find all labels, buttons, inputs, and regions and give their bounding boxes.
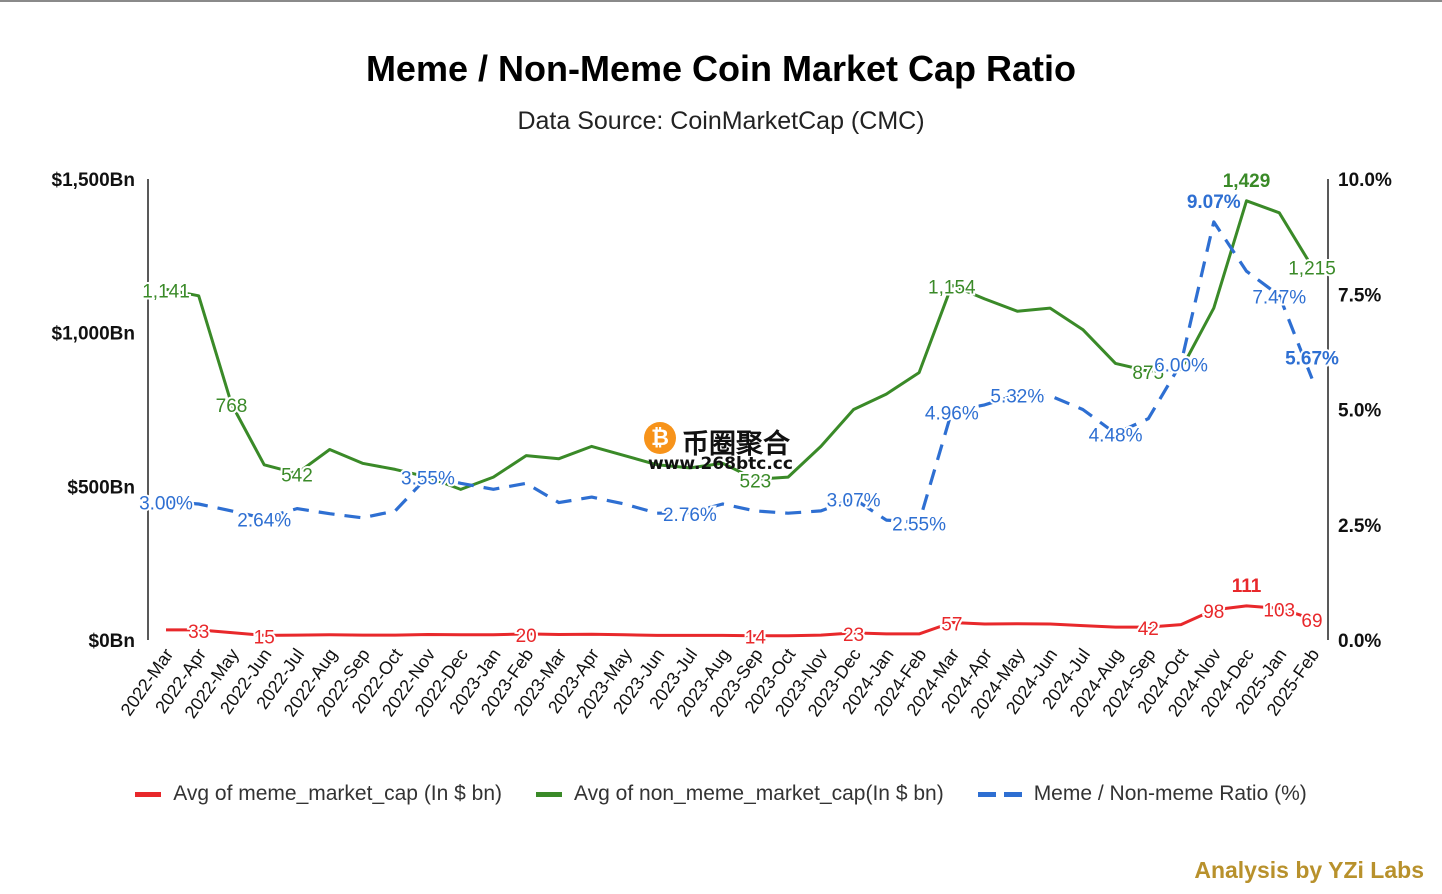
left-axis-tick-label: $500Bn xyxy=(67,477,135,498)
data-label-series-1: 1,429 xyxy=(1223,171,1271,192)
data-label-series-0: 33 xyxy=(188,622,209,643)
data-label-series-2: 2.64% xyxy=(237,510,291,531)
data-label-series-2: 4.96% xyxy=(925,403,979,424)
data-label-series-1: 768 xyxy=(216,396,248,417)
data-label-series-1: 1,215 xyxy=(1288,259,1336,280)
data-label-series-0: 14 xyxy=(745,628,767,649)
data-label-series-2: 2.55% xyxy=(892,514,946,535)
data-label-series-0: 20 xyxy=(516,626,537,647)
data-label-series-0: 57 xyxy=(941,614,962,635)
credit-text: Analysis by YZi Labs xyxy=(1194,857,1424,883)
data-label-series-2: 3.00% xyxy=(139,494,193,515)
legend-label-ratio: Meme / Non-meme Ratio (%) xyxy=(1033,782,1307,805)
right-axis-tick-label: 0.0% xyxy=(1338,631,1381,652)
right-axis-tick-label: 5.0% xyxy=(1338,401,1381,422)
legend-swatch-non-meme xyxy=(536,791,563,797)
data-label-series-1: 542 xyxy=(281,465,313,486)
chart-plot: $0Bn $500Bn $1,000Bn $1,500Bn 0.0% 2.5% 5.0% 7.… xyxy=(52,169,1392,722)
data-label-series-2: 6.00% xyxy=(1154,355,1208,376)
chart-subtitle: Data Source: CoinMarketCap (CMC) xyxy=(517,107,925,135)
watermark-name: 币圈聚合 xyxy=(682,429,790,460)
data-label-series-2: 3.55% xyxy=(401,468,455,489)
legend-swatch-ratio xyxy=(977,791,1022,797)
data-label-series-0: 111 xyxy=(1232,576,1262,597)
chart-legend: Avg of meme_market_cap (In $ bn) Avg of … xyxy=(0,782,1442,806)
right-axis-tick-label: 2.5% xyxy=(1338,516,1381,537)
legend-item-meme: Avg of meme_market_cap (In $ bn) xyxy=(135,782,502,806)
legend-item-non-meme: Avg of non_meme_market_cap(In $ bn) xyxy=(536,782,944,806)
data-label-series-0: 98 xyxy=(1203,602,1224,623)
data-label-series-0: 69 xyxy=(1301,611,1322,632)
data-label-series-2: 7.47% xyxy=(1252,288,1306,309)
legend-label-meme: Avg of meme_market_cap (In $ bn) xyxy=(173,782,503,805)
data-label-series-2: 4.48% xyxy=(1089,425,1143,446)
data-label-series-2: 9.07% xyxy=(1187,192,1241,213)
legend-swatch-meme xyxy=(135,791,162,797)
series-line-0 xyxy=(166,604,1313,638)
bitcoin-icon: ₿ xyxy=(644,422,676,454)
right-axis-tick-label: 10.0% xyxy=(1338,170,1392,191)
data-label-series-2: 5.32% xyxy=(990,387,1044,408)
data-label-series-0: 23 xyxy=(843,625,864,646)
data-label-series-1: 523 xyxy=(740,471,772,492)
series-line-1 xyxy=(165,199,1314,491)
chart-title: Meme / Non-Meme Coin Market Cap Ratio xyxy=(365,48,1077,89)
right-axis-tick-label: 7.5% xyxy=(1338,285,1381,306)
data-label-series-0: 15 xyxy=(254,627,275,648)
data-label-series-1: 875 xyxy=(1132,363,1164,384)
left-axis-tick-label: $1,000Bn xyxy=(52,324,135,345)
data-label-series-2: 5.67% xyxy=(1285,349,1339,370)
data-label-series-2: 3.07% xyxy=(827,490,881,511)
data-label-series-0: 42 xyxy=(1138,619,1159,640)
legend-item-ratio: Meme / Non-meme Ratio (%) xyxy=(977,782,1307,806)
watermark-url: www.268btc.cc xyxy=(648,454,793,474)
data-label-series-0: 103 xyxy=(1263,600,1295,621)
left-axis-tick-label: $1,500Bn xyxy=(52,170,135,191)
data-label-series-1: 1,141 xyxy=(142,281,190,302)
watermark: ₿ 币圈聚合 www.268btc.cc xyxy=(642,420,812,478)
legend-label-non-meme: Avg of non_meme_market_cap(In $ bn) xyxy=(574,782,944,805)
top-border xyxy=(0,0,1442,2)
left-axis-tick-label: $0Bn xyxy=(89,631,135,652)
series-line-2 xyxy=(165,220,1314,525)
data-label-series-2: 2.76% xyxy=(663,505,717,526)
data-label-series-1: 1,154 xyxy=(928,277,976,298)
